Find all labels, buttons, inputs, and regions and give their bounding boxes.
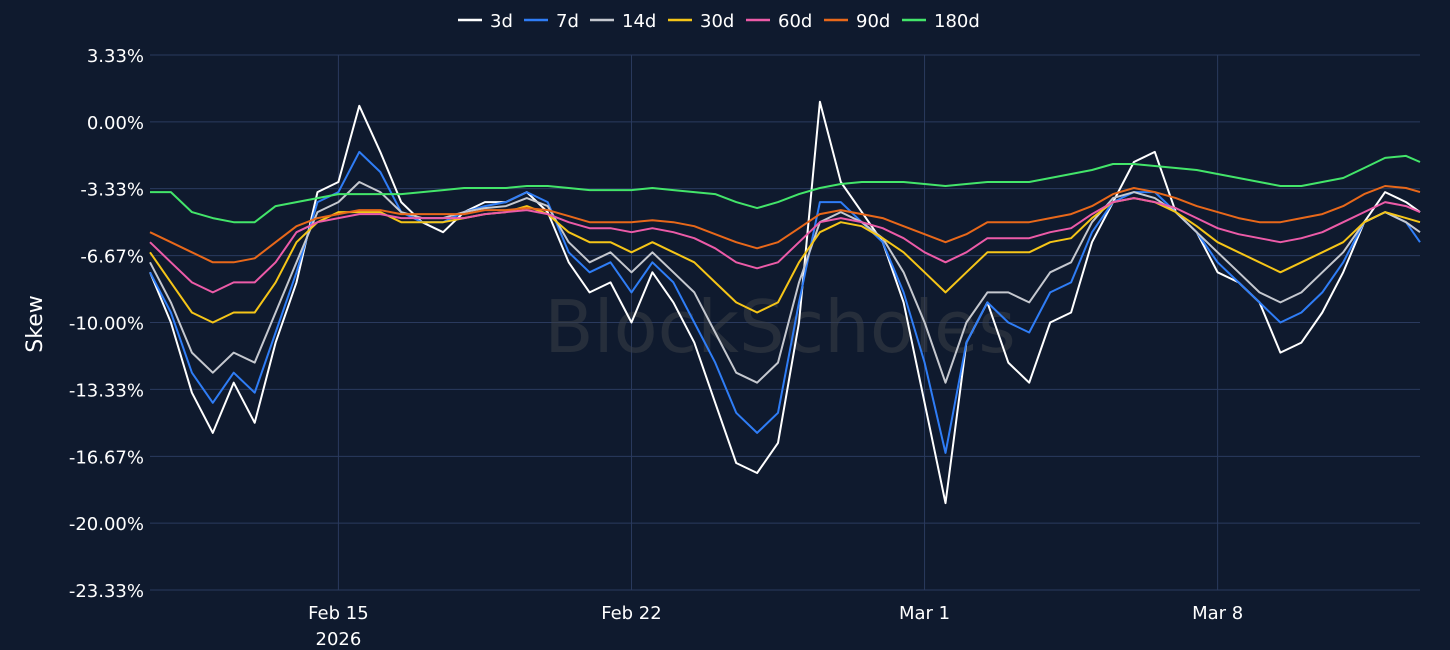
legend-label: 14d bbox=[622, 11, 656, 32]
y-axis-title: Skew bbox=[23, 295, 48, 352]
series-line-60d bbox=[149, 197, 1421, 294]
legend[interactable]: 3d 7d 14d 30d 60d 90d 180d bbox=[458, 11, 980, 32]
series-lines bbox=[149, 100, 1421, 505]
legend-item-30d[interactable]: 30d bbox=[668, 11, 734, 32]
y-tick-label: -16.67% bbox=[69, 447, 144, 468]
series-line-7d bbox=[149, 150, 1421, 454]
series-line-90d bbox=[149, 185, 1421, 264]
legend-label: 90d bbox=[856, 11, 890, 32]
series-line-180d bbox=[150, 154, 1421, 224]
legend-label: 7d bbox=[556, 11, 579, 32]
y-tick-label: -23.33% bbox=[69, 581, 144, 602]
series-line-3d bbox=[149, 100, 1421, 505]
legend-item-14d[interactable]: 14d bbox=[590, 11, 656, 32]
legend-item-180d[interactable]: 180d bbox=[902, 11, 980, 32]
legend-label: 60d bbox=[778, 11, 812, 32]
legend-label: 3d bbox=[490, 11, 513, 32]
y-tick-label: -20.00% bbox=[69, 514, 144, 535]
x-year-label: 2026 bbox=[316, 629, 362, 650]
series-line-30d bbox=[149, 197, 1421, 324]
y-tick-label: 0.00% bbox=[87, 113, 144, 134]
y-tick-label: -3.33% bbox=[80, 180, 144, 201]
y-tick-label: 3.33% bbox=[87, 46, 144, 67]
legend-item-3d[interactable]: 3d bbox=[458, 11, 513, 32]
x-tick-label: Mar 8 bbox=[1192, 603, 1243, 624]
y-tick-label: -13.33% bbox=[69, 380, 144, 401]
series-line-14d bbox=[149, 181, 1421, 384]
x-tick-label: Feb 22 bbox=[601, 603, 662, 624]
x-tick-label: Feb 15 bbox=[308, 603, 369, 624]
legend-item-90d[interactable]: 90d bbox=[824, 11, 890, 32]
legend-label: 30d bbox=[700, 11, 734, 32]
x-axis-ticks: Feb 15 Feb 22 Mar 1 Mar 8 2026 bbox=[308, 603, 1243, 650]
legend-item-60d[interactable]: 60d bbox=[746, 11, 812, 32]
x-tick-label: Mar 1 bbox=[899, 603, 950, 624]
y-tick-label: -10.00% bbox=[69, 314, 144, 335]
legend-item-7d[interactable]: 7d bbox=[524, 11, 579, 32]
legend-label: 180d bbox=[934, 11, 980, 32]
y-tick-label: -6.67% bbox=[80, 247, 144, 268]
y-axis-ticks: 3.33% 0.00% -3.33% -6.67% -10.00% -13.33% -16.… bbox=[69, 46, 144, 602]
